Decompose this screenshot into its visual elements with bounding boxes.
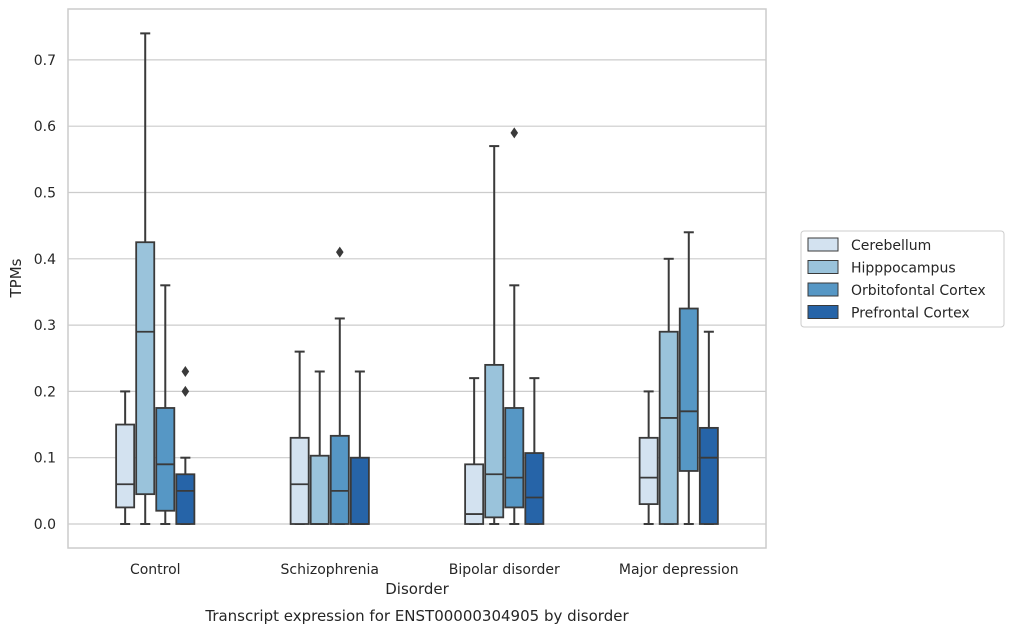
chart-title: Transcript expression for ENST0000030490…	[204, 607, 629, 625]
box	[349, 456, 370, 525]
box-group	[484, 145, 505, 525]
box	[175, 473, 196, 525]
box	[524, 452, 545, 525]
x-tick-labels: Control Schizophrenia Bipolar disorder Majo…	[130, 562, 739, 578]
box-group	[678, 231, 699, 525]
x-tick-label: Control	[130, 562, 181, 578]
legend-label: Orbitofontal Cortex	[851, 283, 986, 299]
legend-swatch	[807, 260, 839, 274]
box-group	[658, 257, 679, 525]
y-tick-label: 0.4	[34, 252, 56, 268]
legend-label: Hipppocampus	[851, 261, 956, 277]
box	[115, 423, 136, 509]
box	[678, 307, 699, 472]
y-tick-label: 0.6	[34, 119, 56, 135]
x-tick-label: Bipolar disorder	[449, 562, 560, 578]
y-tick-label: 0.5	[34, 186, 56, 202]
box	[289, 436, 310, 525]
x-tick-label: Major depression	[619, 562, 739, 578]
y-tick-label: 0.2	[34, 384, 56, 400]
box	[464, 463, 485, 525]
outlier-point	[335, 246, 344, 258]
box-group	[504, 127, 525, 525]
boxes	[115, 32, 719, 525]
outlier-point	[181, 385, 190, 397]
box	[698, 426, 719, 525]
legend-label: Prefrontal Cortex	[851, 306, 970, 322]
legend-frame	[800, 230, 1005, 328]
box-group	[329, 246, 350, 525]
plot-frame	[67, 8, 767, 549]
box	[135, 241, 156, 496]
box-group	[349, 370, 370, 525]
box	[155, 407, 176, 512]
x-tick-label: Schizophrenia	[281, 562, 379, 578]
legend-swatch	[807, 305, 839, 319]
box	[309, 454, 330, 525]
x-axis-label: Disorder	[385, 580, 449, 598]
outlier-point	[510, 127, 519, 139]
box-group	[698, 330, 719, 525]
box-group	[155, 284, 176, 525]
legend-swatch	[807, 282, 839, 297]
box-group	[638, 390, 659, 525]
y-tick-label: 0.7	[34, 53, 56, 69]
box-group	[309, 370, 330, 525]
legend-swatch	[807, 237, 839, 252]
outlier-point	[181, 366, 190, 378]
box-group	[464, 377, 485, 525]
box-group	[289, 350, 310, 525]
box	[658, 330, 679, 525]
box	[504, 407, 525, 509]
y-tick-label: 0.0	[34, 517, 56, 533]
box-group	[175, 366, 196, 525]
y-tick-label: 0.1	[34, 451, 56, 467]
box-group	[115, 390, 136, 525]
legend-label: Cerebellum	[851, 238, 931, 254]
box-group	[524, 377, 545, 525]
y-axis-label: TPMs	[7, 258, 25, 298]
y-tick-labels: 0.0 0.1 0.2 0.3 0.4 0.5 0.6 0.7	[34, 53, 56, 533]
box	[484, 363, 505, 519]
legend: Cerebellum Hipppocampus Orbitofontal Corte…	[800, 230, 1005, 328]
box	[329, 434, 350, 525]
y-tick-label: 0.3	[34, 318, 56, 334]
box-group	[135, 32, 156, 525]
box	[638, 436, 659, 506]
